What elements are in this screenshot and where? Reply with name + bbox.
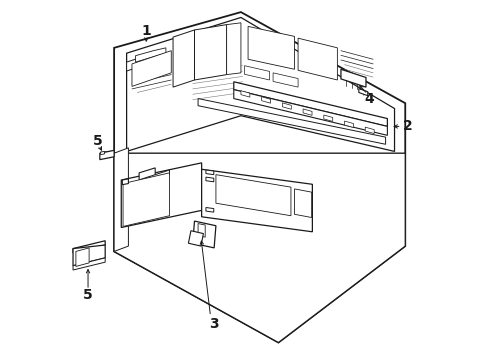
Polygon shape xyxy=(149,170,169,181)
Polygon shape xyxy=(226,23,241,75)
Text: 1: 1 xyxy=(141,24,151,38)
Polygon shape xyxy=(294,189,311,217)
Polygon shape xyxy=(101,152,104,155)
Polygon shape xyxy=(123,173,169,226)
Polygon shape xyxy=(126,18,394,152)
Polygon shape xyxy=(132,51,171,86)
Polygon shape xyxy=(188,231,203,246)
Polygon shape xyxy=(100,150,114,159)
Polygon shape xyxy=(122,179,128,185)
Polygon shape xyxy=(272,73,298,87)
Text: 4: 4 xyxy=(363,91,373,105)
Polygon shape xyxy=(205,170,213,175)
Polygon shape xyxy=(126,51,155,71)
Polygon shape xyxy=(121,163,201,228)
Text: 5: 5 xyxy=(83,288,93,302)
Polygon shape xyxy=(73,258,105,270)
Polygon shape xyxy=(73,245,105,266)
Polygon shape xyxy=(192,221,216,248)
Text: 2: 2 xyxy=(403,120,412,134)
Polygon shape xyxy=(241,91,249,97)
Text: 5: 5 xyxy=(93,134,102,148)
Polygon shape xyxy=(73,241,105,253)
Polygon shape xyxy=(298,38,337,80)
Polygon shape xyxy=(114,12,405,342)
Polygon shape xyxy=(135,48,165,62)
Polygon shape xyxy=(139,168,155,185)
Polygon shape xyxy=(233,82,386,126)
Polygon shape xyxy=(247,26,294,69)
Polygon shape xyxy=(323,115,332,121)
Polygon shape xyxy=(340,69,365,87)
Polygon shape xyxy=(261,97,270,103)
Polygon shape xyxy=(216,175,290,216)
Polygon shape xyxy=(205,177,213,182)
Polygon shape xyxy=(198,224,205,237)
Text: 3: 3 xyxy=(209,316,219,330)
Polygon shape xyxy=(233,90,386,135)
Polygon shape xyxy=(198,99,385,144)
Polygon shape xyxy=(365,127,373,134)
Polygon shape xyxy=(76,248,89,266)
Polygon shape xyxy=(282,103,291,109)
Polygon shape xyxy=(194,24,226,80)
Polygon shape xyxy=(114,153,405,342)
Polygon shape xyxy=(303,109,311,115)
Polygon shape xyxy=(244,66,269,80)
Polygon shape xyxy=(201,169,312,232)
Polygon shape xyxy=(205,207,213,212)
Polygon shape xyxy=(344,121,353,127)
Polygon shape xyxy=(173,30,194,87)
Polygon shape xyxy=(114,148,128,251)
Polygon shape xyxy=(358,89,367,96)
